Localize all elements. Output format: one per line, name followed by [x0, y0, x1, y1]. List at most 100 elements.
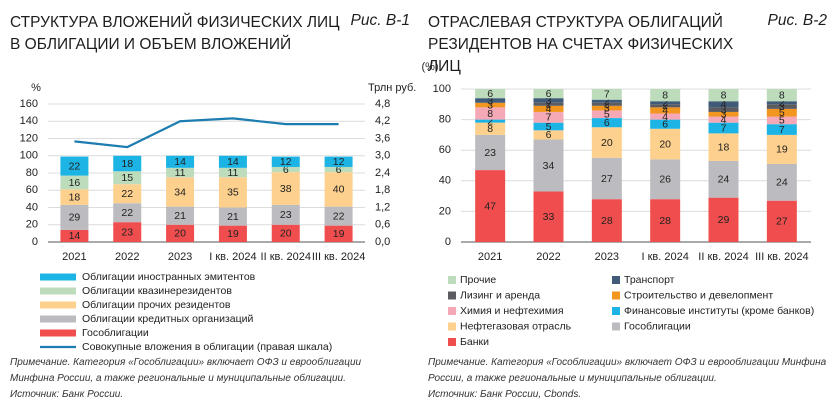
bar-segment	[650, 119, 681, 129]
value-label: 24	[776, 177, 788, 189]
x-tick-label: 2022	[536, 251, 560, 263]
value-label: 6	[662, 118, 668, 130]
y-tick-label: 60	[26, 184, 38, 196]
value-label: 23	[484, 147, 496, 159]
bar-segment	[113, 171, 142, 185]
y-tick-label: 120	[20, 132, 38, 144]
value-label: 14	[227, 156, 239, 168]
value-label: 19	[776, 144, 788, 156]
value-label: 4	[662, 111, 668, 123]
bar-segment	[533, 105, 564, 112]
value-label: 14	[174, 156, 186, 168]
value-label: 5	[779, 115, 785, 127]
bar-segment	[766, 163, 797, 201]
x-tick-label: 2021	[62, 251, 86, 263]
value-label: 6	[604, 117, 610, 129]
bar-segment	[475, 89, 506, 99]
value-label: 8	[487, 123, 493, 135]
bar-segment	[60, 156, 89, 176]
value-label: 11	[227, 167, 238, 179]
bar-segment	[650, 199, 681, 242]
value-label: 2	[662, 97, 668, 109]
figure-label: Рис. В-2	[767, 12, 827, 29]
value-label: 11	[175, 167, 186, 179]
legend-swatch	[448, 307, 456, 315]
y-axis-unit: %	[31, 82, 41, 94]
bar-segment	[708, 197, 739, 242]
note: Примечание. Категория «Гособлигации» вкл…	[10, 357, 362, 384]
value-label: 5	[604, 109, 610, 121]
value-label: 8	[487, 108, 493, 120]
value-label: 24	[718, 174, 730, 186]
value-label: 35	[227, 187, 239, 199]
legend-swatch	[40, 329, 76, 337]
legend-swatch	[448, 322, 456, 331]
line-series	[74, 117, 339, 149]
legend-swatch	[40, 315, 76, 323]
x-tick-label: I кв. 2024	[641, 251, 688, 263]
value-label: 22	[69, 160, 81, 172]
bar-segment	[271, 204, 300, 225]
value-label: 3	[546, 95, 552, 107]
y-tick-label: 80	[26, 167, 38, 179]
bar-segment	[533, 130, 564, 140]
value-label: 2	[662, 100, 668, 112]
bar-segment	[708, 122, 739, 134]
bar-segment	[324, 206, 353, 226]
value-label: 28	[659, 215, 671, 227]
bar-segment	[166, 206, 195, 225]
value-label: 20	[174, 228, 186, 240]
legend-label: Облигации иностранных эмитентов	[82, 271, 256, 283]
value-label: 8	[779, 89, 785, 101]
x-tick-label: 2022	[115, 251, 139, 263]
legend-swatch	[448, 291, 456, 300]
value-label: 4	[662, 105, 668, 117]
legend-swatch	[612, 291, 620, 300]
value-label: 2	[604, 99, 610, 111]
value-label: 4	[721, 99, 727, 111]
value-label: 18	[69, 191, 81, 203]
bar-segment	[271, 172, 300, 205]
bar-segment	[708, 107, 739, 112]
value-label: 29	[718, 214, 730, 226]
legend-label: Облигации прочих резидентов	[82, 299, 231, 311]
bar-segment	[591, 110, 622, 119]
bar-segment	[766, 108, 797, 117]
x-tick-label: 2023	[168, 251, 192, 263]
value-label: 12	[333, 156, 345, 168]
bar-segment	[650, 113, 681, 120]
value-label: 34	[543, 160, 555, 172]
bar-segment	[591, 102, 622, 106]
value-label: 34	[174, 186, 186, 198]
note: Примечание. Категория «Гособлигации» вкл…	[428, 357, 827, 384]
x-tick-label: 2021	[478, 251, 502, 263]
x-tick-label: II кв. 2024	[261, 251, 311, 263]
value-label: 3	[487, 99, 493, 111]
legend-swatch	[448, 338, 456, 346]
bar-segment	[60, 229, 89, 242]
value-label: 7	[779, 124, 785, 136]
bar-segment	[650, 107, 681, 114]
value-label: 22	[333, 210, 345, 222]
legend-swatch	[612, 276, 620, 284]
source: Источник: Банк России.	[10, 389, 124, 400]
bar-segment	[533, 139, 564, 192]
bar-segment	[475, 107, 506, 120]
bar-segment	[218, 207, 247, 226]
y2-tick-label: 1,2	[375, 201, 390, 213]
legend-label: Облигации кредитных организаций	[82, 313, 253, 325]
source: Источник: Банк России, Cbonds.	[428, 389, 582, 400]
y2-tick-label: 4,8	[375, 98, 390, 110]
value-label: 6	[546, 88, 552, 100]
value-label: 20	[601, 137, 613, 149]
bar-segment	[591, 105, 622, 111]
chart-title: ОТРАСЛЕВАЯ СТРУКТУРА ОБЛИГАЦИЙ РЕЗИДЕНТО…	[428, 14, 734, 75]
y-axis-unit: (%)	[421, 61, 438, 73]
x-tick-label: 2023	[595, 251, 619, 263]
bar-segment	[650, 101, 681, 105]
value-label: 15	[121, 172, 133, 184]
legend-label: Лизинг и аренда	[460, 289, 540, 301]
bar-segment	[766, 124, 797, 135]
value-label: 6	[283, 164, 289, 176]
